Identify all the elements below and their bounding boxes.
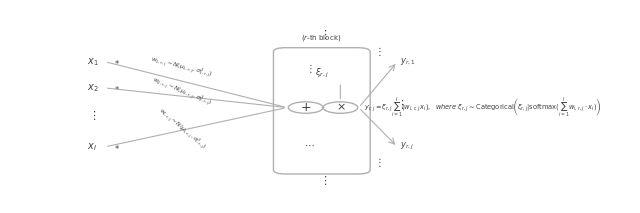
Text: $\vdots$: $\vdots$	[374, 45, 381, 58]
Text: $\vdots$: $\vdots$	[319, 28, 327, 41]
Circle shape	[288, 102, 323, 113]
Text: $w_{2,r,j}{\sim}N(\mu_{2,r,j}, \sigma^2_{2,r,j})$: $w_{2,r,j}{\sim}N(\mu_{2,r,j}, \sigma^2_…	[150, 75, 214, 109]
Text: $*$: $*$	[114, 58, 120, 67]
Text: $(r$-th block$)$: $(r$-th block$)$	[301, 33, 342, 43]
Text: $\vdots$: $\vdots$	[396, 98, 404, 111]
Text: $*$: $*$	[114, 143, 120, 152]
Text: $\cdots$: $\cdots$	[304, 140, 314, 150]
Text: $x_I$: $x_I$	[88, 141, 97, 153]
FancyBboxPatch shape	[273, 48, 370, 174]
Text: $\vdots$: $\vdots$	[319, 174, 327, 187]
Text: $\vdots$: $\vdots$	[374, 156, 381, 169]
Text: $\vdots$: $\vdots$	[88, 109, 97, 122]
Text: $y_{r,j} = \xi_{r,j} \sum_{i=1}^{I}(w_{i,r,j}\, x_i),\;$ where $\xi_{r,j} \sim \: $y_{r,j} = \xi_{r,j} \sum_{i=1}^{I}(w_{i…	[364, 96, 602, 119]
Text: $+$: $+$	[300, 101, 311, 114]
Text: $w_{I,r,j}{\sim}N(\mu_{I,r,j}, \sigma^2_{I,r,j})$: $w_{I,r,j}{\sim}N(\mu_{I,r,j}, \sigma^2_…	[155, 106, 208, 153]
Circle shape	[323, 102, 358, 113]
Text: $\xi_{r,j}$: $\xi_{r,j}$	[315, 67, 329, 80]
Text: $\times$: $\times$	[335, 102, 346, 113]
Text: $y_{r,1}$: $y_{r,1}$	[400, 56, 415, 67]
Text: $*$: $*$	[114, 84, 120, 93]
Text: $x_2$: $x_2$	[86, 82, 98, 94]
Text: $w_{1,r,j}{\sim}N(\mu_{1,r,j}, \sigma^2_{1,r,j})$: $w_{1,r,j}{\sim}N(\mu_{1,r,j}, \sigma^2_…	[149, 54, 214, 81]
Text: $y_{r,j}$: $y_{r,j}$	[400, 141, 414, 153]
Text: $\vdots$: $\vdots$	[305, 62, 313, 75]
Text: $x_1$: $x_1$	[86, 56, 98, 68]
